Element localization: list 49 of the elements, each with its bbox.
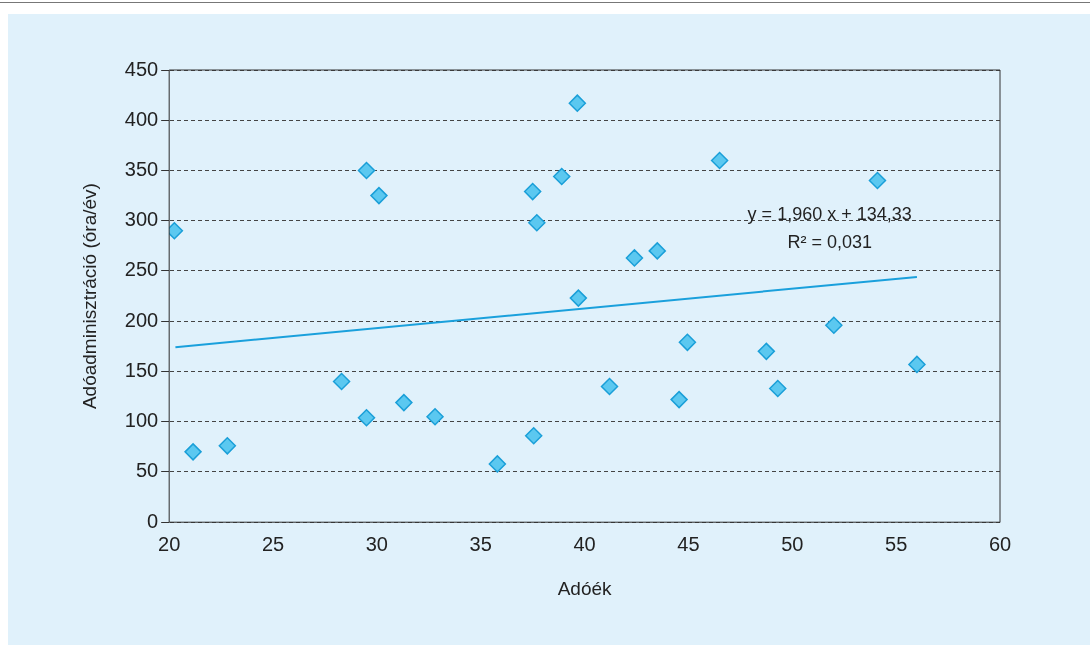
point — [625, 249, 644, 267]
y-tick-label: 50 — [135, 459, 159, 482]
y-tick-label: 350 — [124, 158, 159, 180]
point — [757, 342, 776, 361]
point — [568, 94, 587, 112]
point — [569, 289, 588, 307]
point — [488, 455, 507, 473]
annotation: y = 1,960 x + 134,33 — [747, 204, 912, 224]
point — [523, 182, 542, 201]
y-tick-label: 250 — [124, 258, 159, 281]
x-axis-title: Adóék — [557, 577, 613, 599]
point — [357, 408, 376, 427]
point — [670, 390, 688, 409]
x-tick-label: 40 — [573, 532, 596, 555]
point — [648, 242, 667, 260]
y-axis-title: Adóadminisztráció (óra/év) — [78, 183, 100, 410]
point — [710, 151, 729, 170]
y-tick-label: 100 — [124, 409, 159, 432]
x-tick-label: 55 — [885, 532, 908, 555]
point — [370, 186, 388, 205]
x-tick-label: 45 — [677, 532, 700, 555]
point — [395, 393, 413, 412]
y-tick-label: 150 — [124, 358, 159, 381]
x-tick-label: 60 — [988, 532, 1012, 555]
point — [524, 427, 543, 445]
point — [868, 171, 887, 190]
x-tick-label: 50 — [781, 532, 804, 555]
y-tick-label: 450 — [124, 57, 159, 80]
point — [825, 316, 843, 334]
x-tick-label: 35 — [469, 532, 492, 555]
point — [600, 377, 619, 396]
point — [332, 372, 351, 391]
x-tick-label: 25 — [261, 532, 285, 555]
y-tick-label: 400 — [124, 107, 159, 130]
point — [426, 407, 444, 426]
y-tick-label: 0 — [147, 509, 159, 532]
annotation: R² = 0,031 — [787, 232, 872, 252]
y-tick-label: 200 — [124, 308, 159, 331]
x-tick-label: 30 — [365, 532, 388, 555]
point — [678, 333, 697, 352]
point — [528, 213, 546, 232]
point — [184, 443, 202, 461]
point — [769, 379, 787, 398]
point — [357, 161, 376, 180]
point — [908, 355, 926, 374]
point — [218, 437, 237, 455]
point — [552, 167, 571, 186]
x-tick-label: 20 — [158, 532, 181, 555]
y-tick-label: 300 — [124, 208, 159, 231]
